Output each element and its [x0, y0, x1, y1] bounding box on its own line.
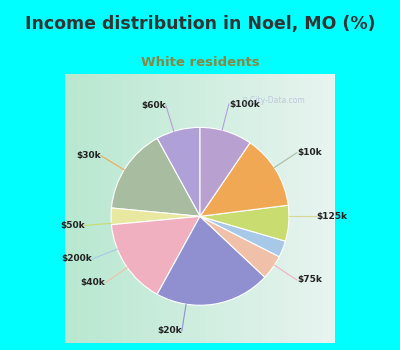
Wedge shape: [111, 208, 200, 225]
Text: White residents: White residents: [141, 56, 259, 69]
Wedge shape: [200, 216, 279, 277]
Text: $60k: $60k: [141, 101, 166, 110]
Wedge shape: [200, 127, 250, 216]
Wedge shape: [200, 216, 286, 257]
Wedge shape: [157, 216, 265, 305]
Text: $75k: $75k: [297, 275, 322, 285]
Wedge shape: [200, 205, 289, 241]
Wedge shape: [112, 216, 200, 294]
Text: $30k: $30k: [76, 151, 101, 160]
Text: $20k: $20k: [157, 326, 182, 335]
Wedge shape: [112, 138, 200, 216]
Wedge shape: [200, 143, 288, 216]
Text: $100k: $100k: [229, 100, 260, 108]
Text: $125k: $125k: [316, 212, 347, 221]
Text: $50k: $50k: [60, 221, 84, 230]
Text: $10k: $10k: [297, 148, 322, 157]
Text: $40k: $40k: [80, 279, 105, 287]
Text: Income distribution in Noel, MO (%): Income distribution in Noel, MO (%): [25, 15, 375, 33]
Text: $200k: $200k: [62, 254, 92, 264]
Text: ⓘ City-Data.com: ⓘ City-Data.com: [243, 96, 305, 105]
Wedge shape: [157, 127, 200, 216]
